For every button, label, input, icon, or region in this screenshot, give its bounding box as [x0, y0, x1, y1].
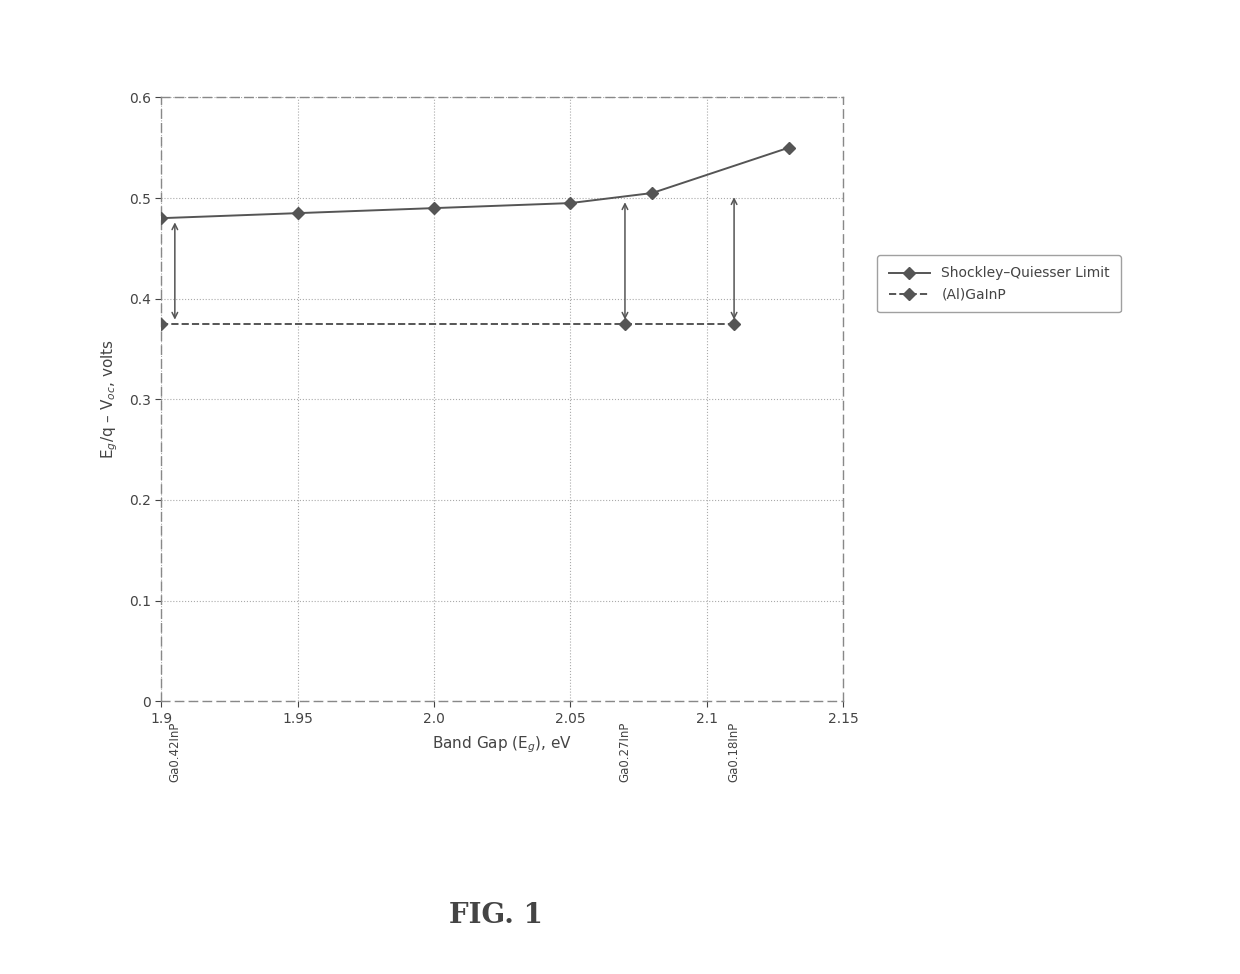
Shockley–Quiesser Limit: [154, 212, 169, 224]
Text: FIG. 1: FIG. 1: [449, 902, 543, 929]
Shockley–Quiesser Limit: [563, 197, 578, 208]
(Al)GaInP: [618, 318, 632, 329]
Text: Ga0.27InP: Ga0.27InP: [619, 722, 631, 782]
X-axis label: Band Gap (E$_g$), eV: Band Gap (E$_g$), eV: [433, 734, 572, 755]
Text: Ga0.42InP: Ga0.42InP: [169, 722, 181, 782]
(Al)GaInP: [154, 318, 169, 329]
Line: (Al)GaInP: (Al)GaInP: [157, 319, 738, 328]
Text: Ga0.18InP: Ga0.18InP: [728, 722, 740, 782]
Line: Shockley–Quiesser Limit: Shockley–Quiesser Limit: [157, 143, 792, 222]
(Al)GaInP: [727, 318, 742, 329]
Legend: Shockley–Quiesser Limit, (Al)GaInP: Shockley–Quiesser Limit, (Al)GaInP: [878, 255, 1121, 313]
Shockley–Quiesser Limit: [427, 203, 441, 214]
Shockley–Quiesser Limit: [645, 187, 660, 199]
Shockley–Quiesser Limit: [781, 142, 796, 154]
Shockley–Quiesser Limit: [290, 207, 305, 219]
Y-axis label: E$_g$/q – V$_{oc}$, volts: E$_g$/q – V$_{oc}$, volts: [100, 339, 120, 460]
